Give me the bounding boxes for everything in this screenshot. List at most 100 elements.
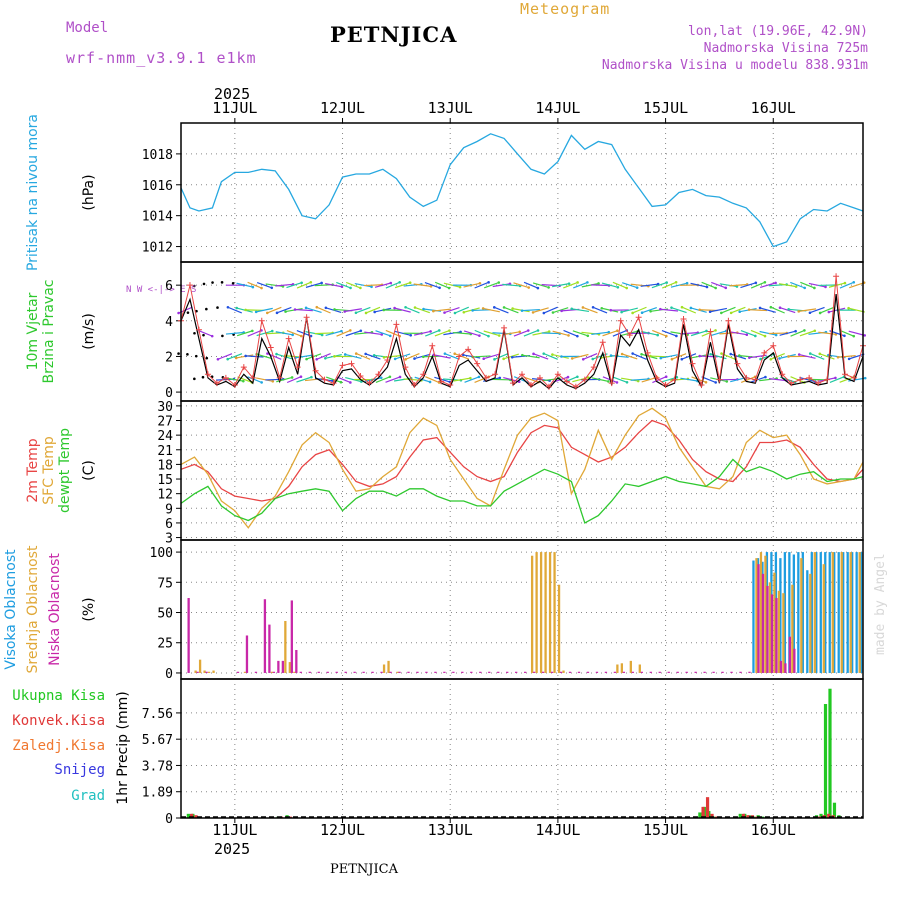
wind-arrow — [394, 282, 411, 289]
wind-gust-marker — [195, 326, 202, 333]
wind-arrow-head — [843, 334, 846, 338]
precip-legend-label: Snijeg — [54, 762, 105, 778]
wind-gust-marker — [339, 362, 346, 369]
wind-arrow — [818, 331, 836, 335]
wind-arrow — [208, 282, 222, 288]
wind-arrow-head — [665, 281, 668, 284]
wind-arrow — [414, 376, 431, 383]
wind-arrow-head — [193, 377, 196, 381]
wind-arrow-head — [560, 309, 563, 313]
wind-arrow-head — [737, 354, 741, 357]
wind-arrow-head — [260, 286, 263, 290]
low-cloud-bar — [272, 671, 276, 673]
wind-arrow-head — [689, 306, 693, 310]
wind-arrow — [484, 281, 499, 289]
wind-arrow — [573, 281, 588, 289]
wind-gust-marker — [294, 364, 301, 371]
wind-arrow — [563, 329, 578, 337]
model-label: Model — [66, 20, 109, 36]
wind-arrow — [236, 330, 253, 337]
wind-gust-marker — [626, 332, 633, 339]
wind-arrow — [612, 376, 628, 383]
low-cloud-bar — [488, 671, 491, 673]
wind-arrow — [336, 329, 351, 337]
wind-arrow-head — [370, 285, 373, 289]
mid-cloud-bar — [203, 670, 206, 673]
wind-gust-marker — [779, 371, 786, 378]
panel-unit: (C) — [81, 460, 97, 481]
wind-arrow-head — [382, 356, 386, 359]
wind-arrow — [543, 306, 558, 314]
wind-arrow — [267, 306, 282, 314]
wind-arrow — [622, 282, 638, 289]
wind-gust-marker — [608, 380, 615, 387]
wind-arrow — [839, 329, 854, 337]
precip-legend-label: Ukupna Kisa — [12, 688, 105, 704]
low-cloud-bar — [263, 599, 267, 673]
wind-arrow-head — [242, 379, 245, 383]
wind-arrow — [680, 377, 698, 382]
wind-arrow — [768, 378, 787, 382]
wind-arrow-head — [532, 352, 535, 356]
wind-arrow — [740, 330, 756, 337]
mid-cloud-bar — [768, 582, 772, 673]
wind-arrow — [276, 376, 293, 383]
wind-arrow-head — [299, 334, 303, 338]
wind-arrow-head — [631, 311, 634, 315]
wind-arrow-head — [609, 354, 613, 357]
wind-arrow-head — [797, 310, 801, 313]
low-cloud-bar — [268, 624, 271, 673]
wind-arrow-head — [492, 306, 496, 309]
wind-arrow-head — [333, 355, 336, 358]
wind-arrow-head — [421, 355, 425, 359]
wind-arrow-head — [774, 333, 778, 337]
wind-arrow — [601, 282, 619, 288]
mid-cloud-bar — [800, 558, 803, 673]
wind-gust-marker — [312, 367, 319, 374]
wind-arrow — [394, 307, 411, 313]
model-name: wrf-nmm_v3.9.1 e1km — [66, 49, 257, 67]
wind-arrow — [425, 329, 440, 337]
low-cloud-bar — [236, 671, 240, 673]
wind-arrow-head — [729, 311, 733, 315]
wind-gust-marker — [366, 380, 373, 387]
wind-arrow — [730, 353, 747, 360]
mid-cloud-bar — [777, 590, 781, 673]
wind-arrow-head — [843, 281, 847, 285]
wind-arrow — [632, 353, 647, 360]
wind-arrow — [621, 307, 638, 313]
wind-arrow-head — [447, 286, 451, 290]
wind-arrow-head — [698, 354, 701, 358]
wind-arrow — [463, 282, 481, 288]
wind-arrow-head — [620, 352, 624, 356]
date-label-top: 12JUL — [320, 99, 365, 117]
y-tick-label: 0 — [165, 386, 173, 401]
wind-arrow — [721, 306, 736, 314]
wind-arrow — [670, 282, 688, 288]
wind-arrow — [839, 281, 854, 289]
wind-arrow-head — [745, 333, 749, 337]
wind-arrow — [364, 331, 382, 336]
low-cloud-bar — [613, 671, 617, 673]
wind-arrow — [770, 306, 785, 314]
compass-text: N W <-|-> E S — [126, 285, 196, 295]
low-cloud-bar — [730, 671, 733, 673]
wind-arrow-head — [536, 286, 540, 290]
wind-arrow-head — [834, 376, 837, 380]
wind-arrow-head — [299, 375, 303, 379]
wind-arrow — [552, 283, 570, 288]
wind-arrow-head — [675, 375, 679, 379]
wind-arrow-head — [443, 311, 446, 314]
y-tick-label: 75 — [157, 576, 173, 591]
wind-arrow — [463, 330, 480, 337]
wind-arrow-head — [656, 333, 659, 337]
wind-arrow — [848, 307, 865, 313]
wind-arrow-head — [315, 305, 319, 309]
panel-label: Brzina i Pravac — [41, 280, 57, 384]
wind-arrow — [671, 307, 687, 314]
wind-arrow-head — [211, 281, 214, 284]
wind-arrow-head — [398, 375, 402, 379]
wind-arrow-head — [787, 307, 790, 311]
wind-gust-marker — [420, 371, 427, 378]
wind-arrow — [225, 331, 244, 335]
